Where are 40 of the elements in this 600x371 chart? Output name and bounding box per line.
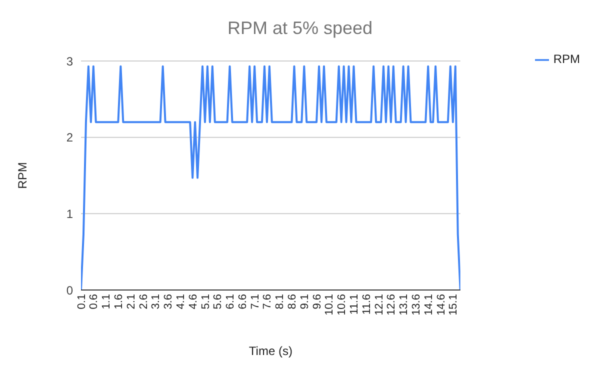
x-tick-label: 4.6 (187, 294, 200, 310)
x-tick-label: 15.1 (448, 294, 460, 316)
x-tick-label: 12.6 (386, 294, 398, 316)
x-tick-label: 12.1 (373, 294, 386, 316)
x-tick-label: 2.1 (125, 294, 138, 310)
y-tick-label: 1 (66, 206, 74, 221)
y-axis-title: RPM (15, 162, 30, 189)
x-tick-label: 14.1 (422, 294, 435, 316)
x-tick-label: 10.6 (336, 294, 348, 316)
x-tick-label: 6.6 (236, 294, 249, 310)
y-tick-label: 0 (66, 283, 74, 298)
x-tick-label: 0.6 (88, 294, 100, 310)
x-axis-title: Time (s) (248, 344, 292, 358)
x-tick-label: 8.6 (286, 294, 299, 310)
x-tick-label: 6.1 (224, 294, 237, 310)
x-tick-label: 11.1 (348, 294, 361, 315)
x-tick-label: 13.1 (398, 294, 410, 316)
x-tick-label: 7.6 (262, 294, 274, 310)
x-tick-label: 14.6 (435, 294, 448, 316)
x-tick-label: 11.6 (360, 294, 373, 315)
x-tick-label: 4.1 (174, 294, 187, 310)
x-tick-label: 9.1 (298, 294, 311, 310)
x-tick-label: 13.6 (410, 294, 423, 316)
x-tick-label: 3.1 (150, 294, 162, 310)
x-tick-label: 9.6 (311, 294, 324, 310)
x-tick-label: 7.1 (249, 294, 262, 310)
x-tick-label: 8.1 (274, 294, 286, 310)
line-series (81, 65, 460, 290)
y-tick-label: 3 (66, 54, 74, 68)
x-tick-label: 1.1 (100, 294, 113, 310)
y-tick-label: 2 (66, 130, 74, 145)
x-tick-label: 5.1 (200, 294, 212, 310)
x-tick-label: 0.1 (76, 294, 88, 310)
chart-title: RPM at 5% speed (226, 18, 374, 39)
x-tick-label: 1.6 (113, 294, 125, 310)
x-tick-label: 3.6 (162, 294, 175, 310)
legend-label: RPM (553, 52, 580, 66)
x-tick-label: 5.6 (212, 294, 224, 310)
x-tick-label: 2.6 (138, 294, 150, 310)
x-tick-label: 10.1 (324, 294, 336, 316)
